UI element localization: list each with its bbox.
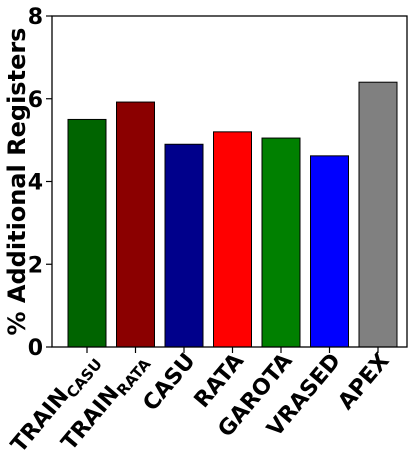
x-tick-label: CASU [138, 349, 200, 416]
bar-traincasu [67, 118, 107, 348]
bar-trainrata [116, 101, 155, 348]
y-tick-label: 0 [28, 336, 43, 361]
svg-text:APEX: APEX [334, 349, 395, 415]
y-axis-ticks: 0 2 4 6 8 [28, 5, 52, 361]
y-axis-label: % Additional Registers [3, 28, 31, 336]
y-tick-label: 8 [28, 5, 43, 30]
x-tick-label-main: CASU [138, 349, 200, 416]
bar-rata [213, 131, 252, 348]
svg-text:CASU: CASU [138, 349, 200, 416]
x-axis-ticks: TRAINCASUTRAINRATACASURATAGAROTAVRASEDAP… [7, 347, 395, 458]
y-tick-label: 4 [28, 171, 43, 196]
bar-garota [261, 137, 301, 348]
bar-casu [164, 143, 204, 348]
y-tick-label: 2 [28, 253, 43, 278]
y-tick-label: 6 [28, 88, 43, 113]
bar-apex [358, 81, 398, 348]
bars [67, 81, 398, 348]
x-tick-label-main: APEX [334, 349, 395, 415]
x-tick-label: APEX [334, 349, 395, 415]
bar-vrased [310, 155, 349, 348]
